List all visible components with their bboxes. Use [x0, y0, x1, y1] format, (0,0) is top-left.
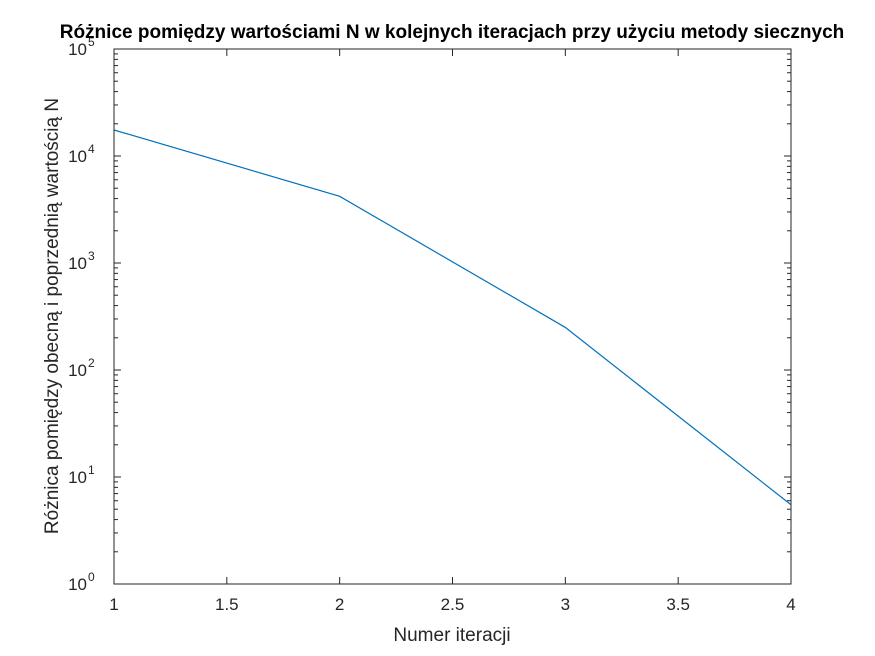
- series-line-0: [113, 129, 792, 506]
- y-tick-label: 10: [68, 468, 87, 487]
- y-tick-label: 10: [68, 40, 87, 59]
- plot-area: [114, 49, 791, 584]
- x-tick-label: 1.5: [215, 595, 239, 614]
- y-tick-exponent: 0: [88, 570, 95, 584]
- x-axis-label: Numer iteracji: [393, 625, 510, 646]
- x-tick-label: 1: [109, 595, 118, 614]
- x-axis-ticks: 1 1.5 2 2.5 3 3.5 4: [109, 49, 796, 614]
- y-tick-label: 10: [68, 254, 87, 273]
- y-axis-label: Różnica pomiędzy obecną i poprzednią war…: [42, 98, 63, 534]
- x-tick-label: 3: [561, 595, 570, 614]
- y-tick-exponent: 3: [88, 249, 95, 263]
- x-tick-label: 3.5: [666, 595, 690, 614]
- x-tick-label: 2: [335, 595, 344, 614]
- x-tick-label: 2.5: [441, 595, 465, 614]
- series-layer: [113, 129, 792, 506]
- y-tick-exponent: 2: [88, 356, 95, 370]
- y-tick-label: 10: [68, 147, 87, 166]
- y-tick-label: 10: [68, 575, 87, 594]
- y-tick-exponent: 5: [88, 35, 95, 49]
- x-tick-label: 4: [786, 595, 795, 614]
- y-tick-exponent: 1: [88, 463, 95, 477]
- y-tick-label: 10: [68, 361, 87, 380]
- y-tick-exponent: 4: [88, 142, 95, 156]
- chart-title: Różnice pomiędzy wartościami N w kolejny…: [60, 22, 845, 43]
